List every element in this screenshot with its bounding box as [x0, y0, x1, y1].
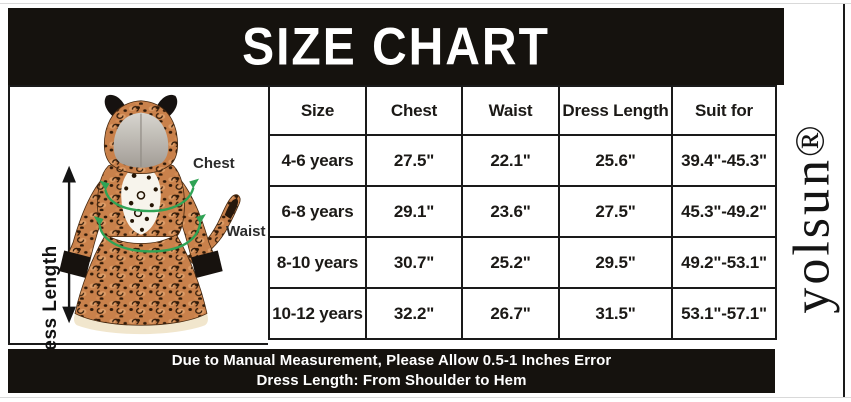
chest-cell: 30.7" — [365, 236, 463, 289]
size-table: Size Chest Waist Dress Length Suit for 4… — [268, 85, 777, 340]
waist-cell: 22.1" — [461, 134, 560, 187]
chest-cell: 29.1" — [365, 185, 463, 238]
chest-panel — [121, 163, 161, 235]
table-header-row: Size Chest Waist Dress Length Suit for — [268, 85, 777, 136]
tail-tip — [224, 198, 238, 219]
dress-length-cell: 27.5" — [558, 185, 673, 238]
dress-length-cell: 31.5" — [558, 287, 673, 340]
page-title: SIZE CHART — [242, 17, 550, 76]
dress-length-cell: 25.6" — [558, 134, 673, 187]
table-row: 10-12 years 32.2" 26.7" 31.5" 53.1"-57.1… — [268, 287, 777, 340]
dress-length-cell: 29.5" — [558, 236, 673, 289]
footer-note-line2: Dress Length: From Shoulder to Hem — [256, 372, 527, 389]
header-bar: SIZE CHART — [8, 8, 784, 85]
registered-mark: ® — [786, 122, 833, 157]
waist-measure-arrow — [93, 214, 206, 253]
suit-for-cell: 49.2"-53.1" — [671, 236, 777, 289]
hood — [103, 94, 178, 175]
size-cell: 4-6 years — [268, 134, 367, 187]
chest-label: Chest — [193, 155, 235, 172]
footer-bar: Due to Manual Measurement, Please Allow … — [8, 349, 775, 393]
dress-diagram-panel: Dress Length — [8, 85, 268, 373]
suit-for-cell: 53.1"-57.1" — [671, 287, 777, 340]
waist-label: Waist — [226, 223, 266, 240]
tutu-hem — [73, 313, 208, 335]
bottom-hairline — [0, 397, 851, 398]
table-row: 8-10 years 30.7" 25.2" 29.5" 49.2"-53.1" — [268, 236, 777, 289]
column-header-chest: Chest — [365, 85, 463, 136]
waist-cell: 26.7" — [461, 287, 560, 340]
column-header-waist: Waist — [461, 85, 560, 136]
dress-illustration — [59, 94, 241, 335]
chest-cell: 32.2" — [365, 287, 463, 340]
size-cell: 10-12 years — [268, 287, 367, 340]
table-row: 4-6 years 27.5" 22.1" 25.6" 39.4"-45.3" — [268, 134, 777, 187]
brand-vertical-text: yolsun® — [783, 122, 842, 313]
footer-note-line1: Due to Manual Measurement, Please Allow … — [171, 352, 612, 369]
skirt — [73, 234, 208, 335]
size-cell: 8-10 years — [268, 236, 367, 289]
size-cell: 6-8 years — [268, 185, 367, 238]
waist-cell: 25.2" — [461, 236, 560, 289]
waist-cell: 23.6" — [461, 185, 560, 238]
chest-measure-arrow — [99, 178, 200, 213]
column-header-dress-length: Dress Length — [558, 85, 673, 136]
column-header-size: Size — [268, 85, 367, 136]
column-header-suit-for: Suit for — [671, 85, 777, 136]
top-hairline — [0, 3, 851, 4]
right-border-rule — [843, 4, 845, 397]
chest-cell: 27.5" — [365, 134, 463, 187]
suit-for-cell: 39.4"-45.3" — [671, 134, 777, 187]
brand-name: yolsun — [783, 156, 841, 314]
cuff-left — [59, 250, 91, 279]
suit-for-cell: 45.3"-49.2" — [671, 185, 777, 238]
cuff-right — [191, 250, 223, 279]
tail — [186, 194, 241, 264]
dress-length-arrow — [62, 165, 76, 324]
table-row: 6-8 years 29.1" 23.6" 27.5" 45.3"-49.2" — [268, 185, 777, 238]
